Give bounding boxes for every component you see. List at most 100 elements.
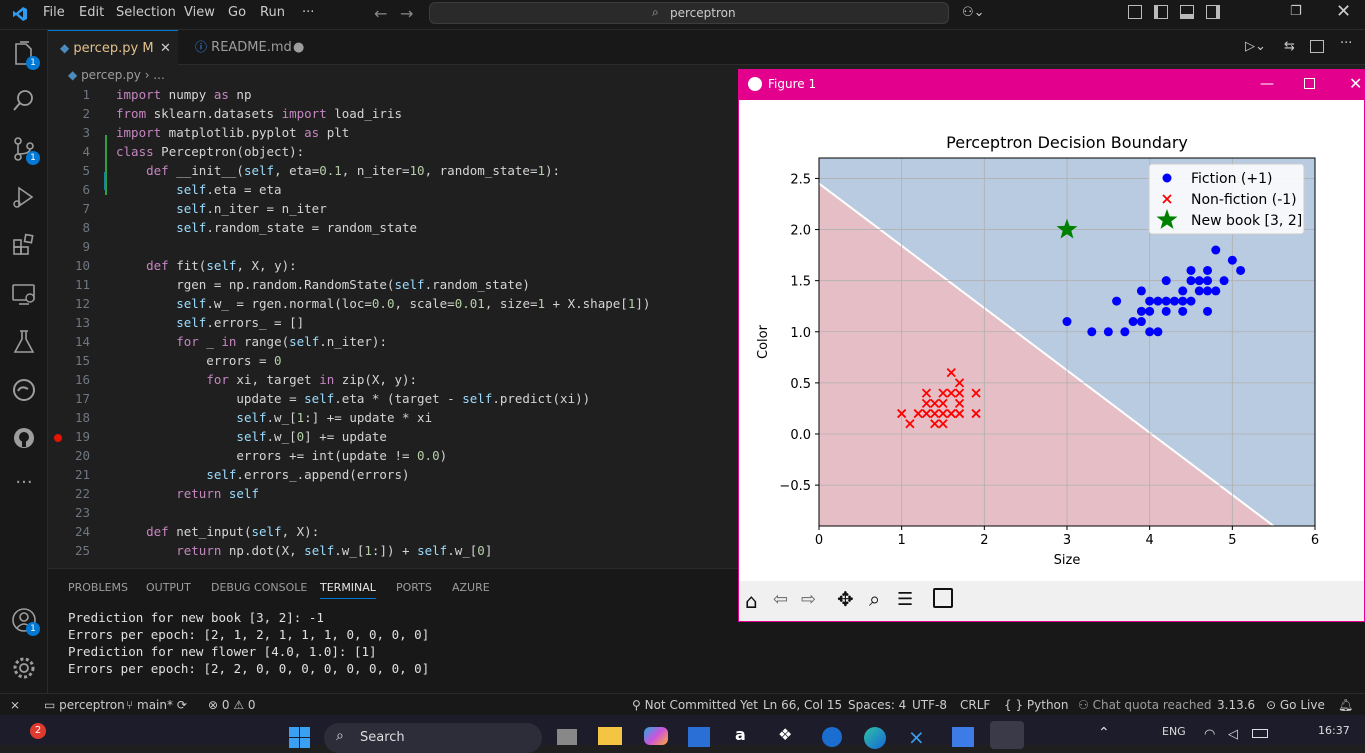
back-arrow-icon[interactable]: ←	[374, 4, 388, 23]
code-line[interactable]: self.random_state = random_state	[176, 220, 418, 235]
code-line[interactable]: import matplotlib.pyplot as plt	[116, 125, 350, 140]
menu-run[interactable]: Run	[260, 5, 285, 20]
status-spaces[interactable]: Spaces: 4	[848, 698, 907, 712]
menu-file[interactable]: File	[43, 5, 65, 20]
maximize-icon[interactable]	[1304, 78, 1315, 89]
file-explorer-icon[interactable]	[598, 727, 622, 745]
pan-icon[interactable]: ✥	[837, 587, 854, 611]
github-icon[interactable]	[10, 424, 38, 452]
close-icon[interactable]: ✕	[1349, 74, 1363, 93]
chart-canvas[interactable]: 0 1 2 3 4 5 6 −0.5 0.0 0.5 1.0 1.5 2.0 2.5 Perceptron …	[739, 100, 1364, 580]
more-views-icon[interactable]: ···	[15, 472, 33, 493]
run-debug-icon[interactable]	[10, 183, 38, 211]
code-line[interactable]: for xi, target in zip(X, y):	[206, 372, 418, 387]
code-line[interactable]: return np.dot(X, self.w_[1:]) + self.w_[…	[176, 543, 493, 558]
unsaved-dot-icon[interactable]: ●	[293, 40, 305, 55]
status-commit[interactable]: ⚲ Not Committed Yet	[632, 698, 758, 712]
language-indicator[interactable]: ENG	[1162, 725, 1186, 738]
volume-icon[interactable]: ◁	[1228, 727, 1238, 742]
copilot-app-icon[interactable]	[644, 727, 668, 745]
remote-explorer-icon[interactable]	[10, 280, 38, 308]
configure-subplots-icon[interactable]: ☰	[897, 589, 914, 610]
code-line[interactable]: return self	[176, 486, 260, 501]
hp-icon[interactable]	[822, 727, 842, 747]
code-line[interactable]: errors = 0	[116, 353, 282, 368]
minimize-icon[interactable]: —	[1260, 76, 1274, 92]
code-line[interactable]: class Perceptron(object):	[116, 144, 305, 159]
code-line[interactable]: self.w_[0] += update	[236, 429, 387, 444]
breadcrumb-file[interactable]: percep.py	[81, 68, 141, 82]
vscode-taskbar-icon[interactable]: ⨯	[908, 725, 925, 749]
widgets-badge-icon[interactable]: 2	[30, 723, 46, 739]
breakpoint-icon[interactable]	[54, 434, 62, 442]
clock-time[interactable]: 16:37	[1318, 724, 1350, 737]
breadcrumb-symbol[interactable]: ...	[153, 68, 165, 82]
status-branch[interactable]: ⑂ main* ⟳	[126, 698, 187, 712]
menu-go[interactable]: Go	[228, 5, 247, 20]
run-python-icon[interactable]: ▷⌄	[1245, 39, 1266, 54]
dropbox-icon[interactable]: ❖	[778, 725, 793, 744]
code-editor[interactable]: ◆ percep.py › ... 1 import numpy as np 2 fr…	[48, 65, 738, 568]
close-window-icon[interactable]: ✕	[1336, 1, 1352, 22]
forward-icon[interactable]: ⇨	[801, 589, 817, 610]
tab-output[interactable]: OUTPUT	[146, 581, 191, 594]
settings-gear-icon[interactable]	[10, 654, 38, 682]
code-line[interactable]: self.n_iter = n_iter	[176, 201, 327, 216]
code-line[interactable]: rgen = np.random.RandomState(self.random…	[116, 277, 530, 292]
menu-edit[interactable]: Edit	[79, 5, 105, 20]
layout-icon[interactable]	[1128, 5, 1142, 19]
code-line[interactable]: update = self.eta * (target - self.predi…	[116, 391, 591, 406]
battery-icon[interactable]	[1252, 729, 1268, 738]
status-problems[interactable]: ⊗ 0 ⚠ 0	[208, 698, 256, 712]
toggle-secondary-sidebar-icon[interactable]	[1206, 5, 1220, 19]
search-view-icon[interactable]	[10, 87, 38, 115]
command-center-search[interactable]: ⌕ perceptron	[429, 2, 949, 24]
code-line[interactable]: from sklearn.datasets import load_iris	[116, 106, 402, 121]
zoom-icon[interactable]: ⌕	[869, 587, 881, 611]
back-icon[interactable]: ⇦	[773, 589, 789, 610]
menu-view[interactable]: View	[184, 5, 215, 20]
copilot-icon[interactable]: ⚇⌄	[962, 5, 985, 20]
tab-ports[interactable]: PORTS	[396, 581, 432, 594]
status-eol[interactable]: CRLF	[960, 698, 991, 712]
status-chat[interactable]: ⚇ Chat quota reached	[1078, 698, 1212, 712]
notifications-bell-icon[interactable]: 🔔︎	[1338, 698, 1354, 712]
chevron-up-icon[interactable]: ⌃	[1098, 725, 1110, 741]
tab-percep-py[interactable]: ◆ percep.py M ✕	[48, 30, 178, 65]
wifi-icon[interactable]: ◠	[1204, 727, 1216, 742]
code-line[interactable]: self.w_ = rgen.normal(loc=0.0, scale=0.0…	[176, 296, 651, 311]
tab-close-icon[interactable]: ✕	[160, 41, 171, 56]
explorer-icon[interactable]: 1	[10, 40, 40, 70]
matplotlib-taskbar-icon[interactable]	[990, 721, 1024, 749]
status-golive[interactable]: ⊙ Go Live	[1266, 698, 1325, 712]
status-python-version[interactable]: 3.13.6	[1217, 698, 1256, 712]
remote-indicator-icon[interactable]: ⨯	[10, 698, 21, 712]
taskbar-search-box[interactable]: ⌕ Search	[324, 723, 542, 753]
toggle-sidebar-icon[interactable]	[1154, 5, 1168, 19]
status-encoding[interactable]: UTF-8	[912, 698, 947, 712]
save-icon[interactable]	[933, 588, 953, 608]
code-line[interactable]: for _ in range(self.n_iter):	[176, 334, 387, 349]
account-icon[interactable]: 1	[10, 606, 40, 636]
menu-selection[interactable]: Selection	[116, 5, 176, 20]
testing-icon[interactable]	[10, 328, 38, 356]
matplotlib-figure-window[interactable]: Figure 1 — ✕ 0 1 2 3 4 5 6 −0.5 0.0 0.5 1.0 1.5 2.0 2…	[738, 69, 1365, 622]
toggle-panel-icon[interactable]	[1180, 5, 1194, 19]
compare-changes-icon[interactable]: ⇆	[1284, 39, 1295, 54]
tab-terminal[interactable]: TERMINAL	[320, 581, 376, 599]
menu-more[interactable]: ···	[302, 5, 315, 20]
app-icon[interactable]	[952, 727, 974, 747]
code-line[interactable]: self.eta = eta	[176, 182, 282, 197]
tab-debug-console[interactable]: DEBUG CONSOLE	[211, 581, 308, 594]
code-line[interactable]: errors += int(update != 0.0)	[116, 448, 448, 463]
code-line[interactable]: self.w_[1:] += update * xi	[236, 410, 433, 425]
tab-problems[interactable]: PROBLEMS	[68, 581, 129, 594]
code-line[interactable]: def __init__(self, eta=0.1, n_iter=10, r…	[146, 163, 561, 178]
windows-start-icon[interactable]	[289, 727, 311, 753]
code-line[interactable]: def fit(self, X, y):	[146, 258, 297, 273]
edge-icon[interactable]	[864, 727, 886, 749]
code-line[interactable]: def net_input(self, X):	[146, 524, 320, 539]
tab-azure[interactable]: AZURE	[452, 581, 490, 594]
split-editor-icon[interactable]	[1310, 40, 1324, 53]
extensions-icon[interactable]	[10, 231, 38, 259]
